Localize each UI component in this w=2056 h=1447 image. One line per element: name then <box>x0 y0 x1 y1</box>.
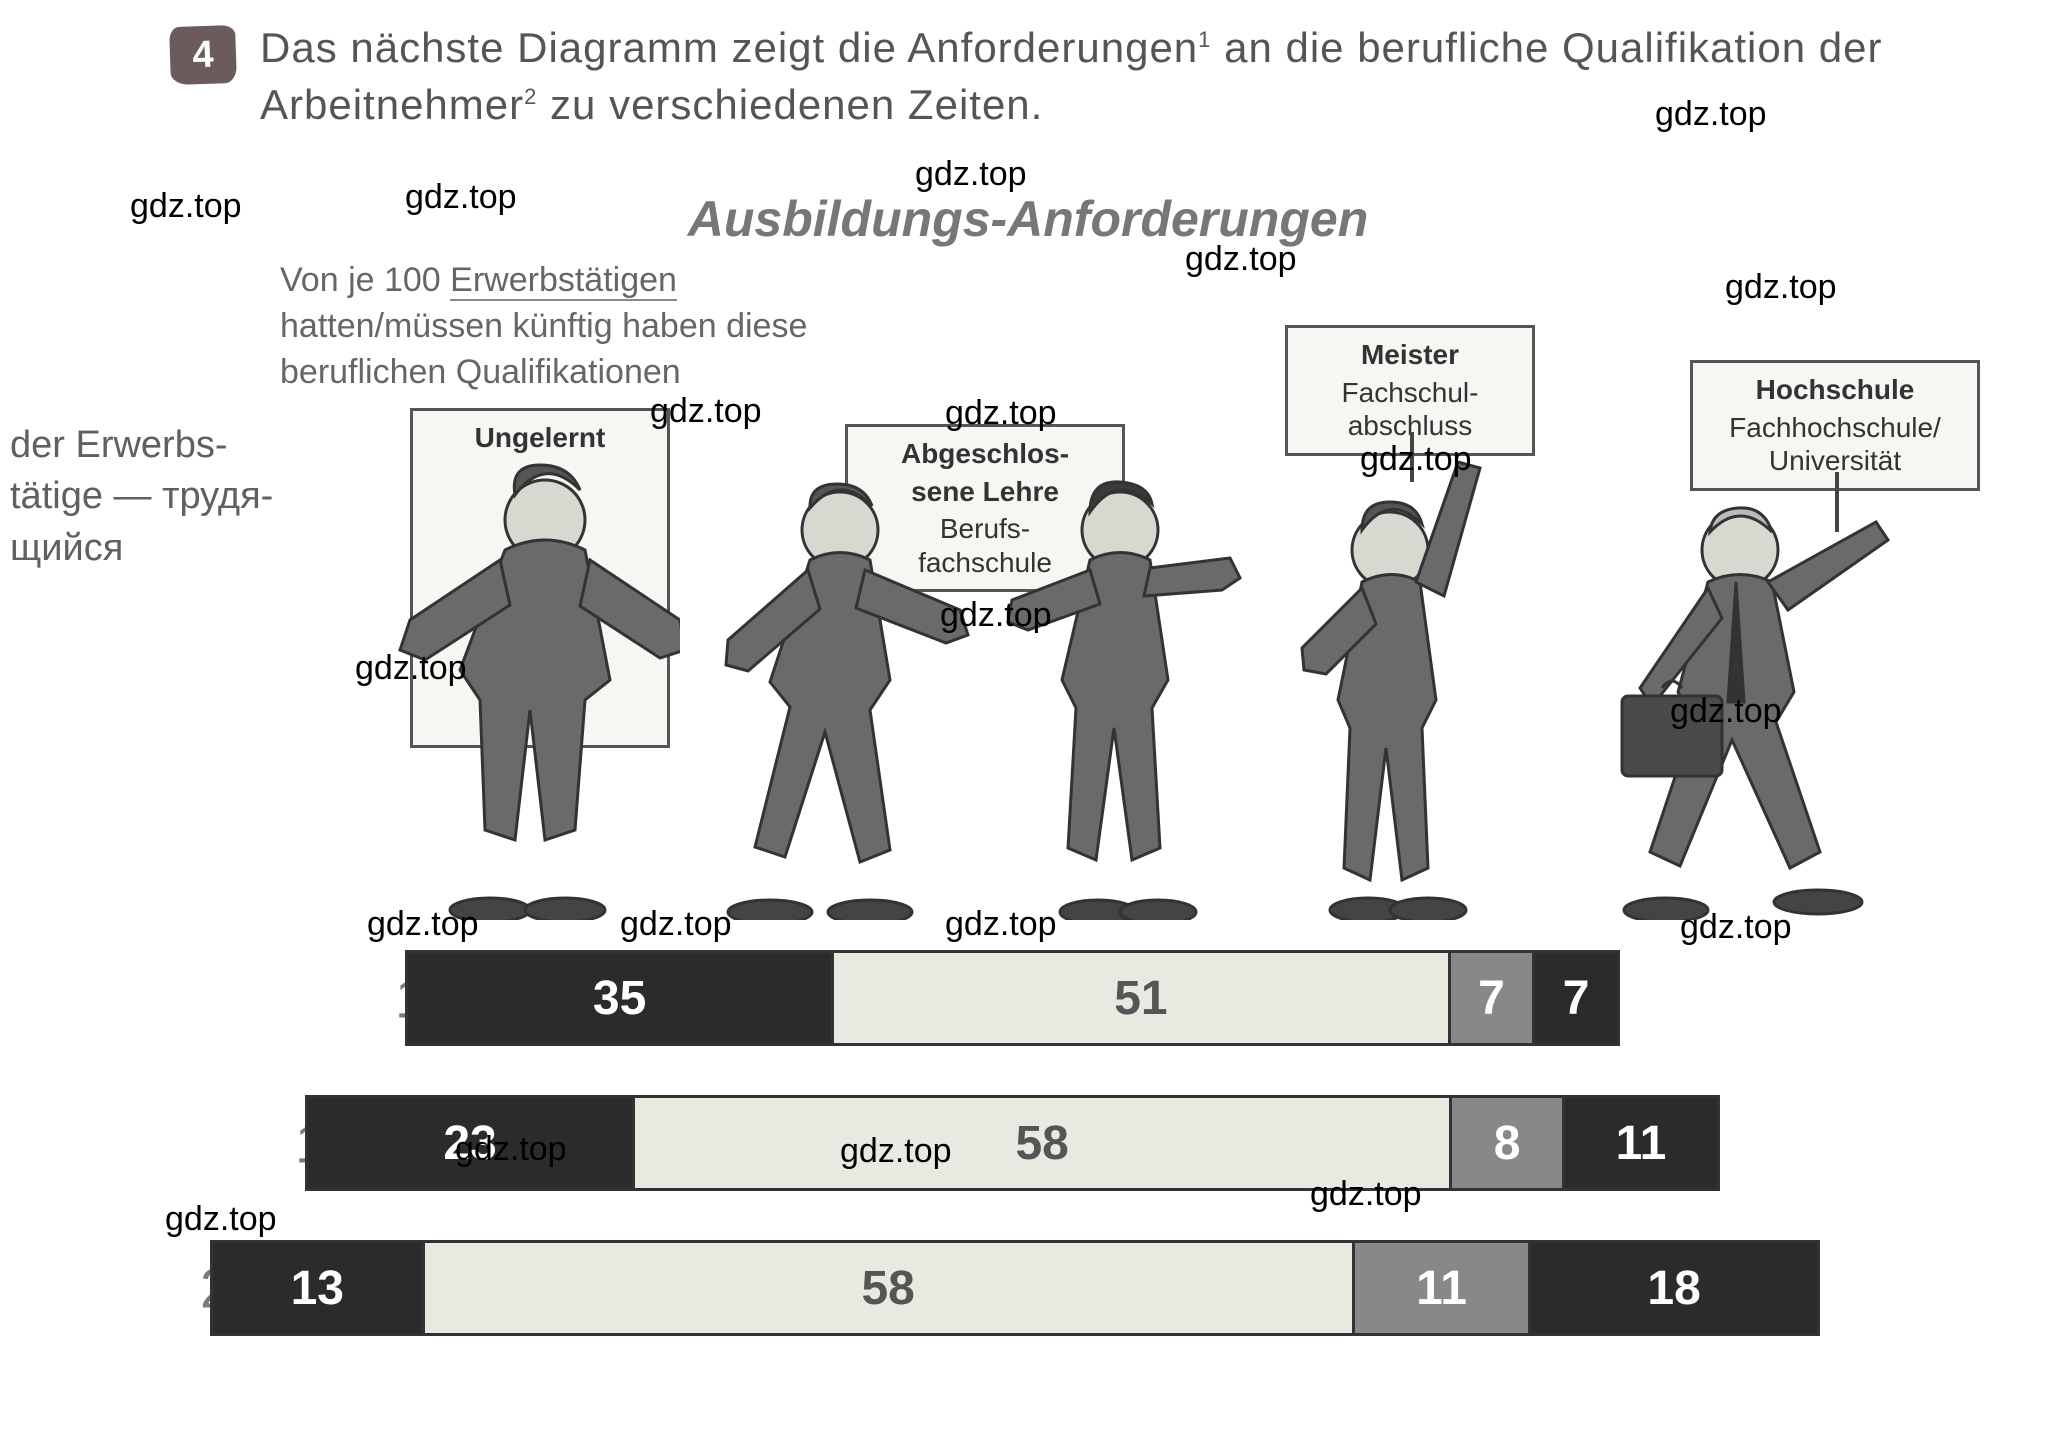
gloss-l1: der Erwerbs- <box>10 424 228 466</box>
sign-meister-sub1: Fachschul- <box>1342 377 1479 408</box>
person-ungelernt <box>340 440 680 920</box>
bar-segment: 11 <box>1562 1098 1717 1188</box>
bar-segment: 7 <box>1532 953 1617 1043</box>
bar-row: 19872358811 <box>305 1095 1720 1191</box>
bar-segment: 18 <box>1528 1243 1817 1333</box>
person-icon <box>340 440 680 920</box>
person-icon <box>1270 440 1550 920</box>
bar-segment: 8 <box>1449 1098 1562 1188</box>
bar-segment: 35 <box>408 953 831 1043</box>
person-lehre-1 <box>660 460 980 920</box>
bar-track: 2358811 <box>305 1095 1720 1191</box>
chart-title: Ausbildungs-Anforderungen <box>0 190 2056 248</box>
sign-meister-title: Meister <box>1302 338 1518 372</box>
watermark-text: gdz.top <box>915 155 1027 194</box>
sign-hoch-sub1: Fachhochschule/ <box>1729 412 1941 443</box>
instr-sup2: 2 <box>524 84 537 109</box>
figures-row: Ungelernt Abgeschlos- sene Lehre Berufs-… <box>370 400 2000 920</box>
bar-segment: 11 <box>1352 1243 1528 1333</box>
bar-row: 1976355177 <box>405 950 1620 1046</box>
bar-track: 355177 <box>405 950 1620 1046</box>
instr-sup1: 1 <box>1198 27 1211 52</box>
person-meister <box>1270 440 1550 920</box>
person-hochschule <box>1550 440 1930 920</box>
person-icon <box>1550 440 1930 920</box>
question-number-badge: 4 <box>169 25 237 85</box>
chart-subtitle: Von je 100 Erwerbstätigen hatten/müssen … <box>280 258 807 396</box>
bar-row: 201013581118 <box>210 1240 1820 1336</box>
bar-segment: 51 <box>831 953 1448 1043</box>
bar-segment: 23 <box>308 1098 632 1188</box>
person-icon <box>990 460 1270 920</box>
instruction-text: Das nächste Diagramm zeigt die Anforderu… <box>260 20 1960 133</box>
bar-segment: 7 <box>1448 953 1533 1043</box>
watermark-text: gdz.top <box>165 1200 277 1239</box>
gloss-l3: щийся <box>10 527 123 569</box>
watermark-text: gdz.top <box>1725 268 1837 307</box>
person-lehre-2 <box>990 460 1270 920</box>
bar-segment: 58 <box>632 1098 1449 1188</box>
subtitle-l2: hatten/müssen künftig haben diese <box>280 307 807 345</box>
subtitle-pre: Von je 100 <box>280 261 450 299</box>
bar-track: 13581118 <box>210 1240 1820 1336</box>
person-icon <box>660 460 980 920</box>
gloss-l2: tätige — трудя- <box>10 475 273 517</box>
bar-segment: 58 <box>422 1243 1352 1333</box>
glossary: der Erwerbs- tätige — трудя- щийся <box>10 420 280 574</box>
instr-part3: zu verschiedenen Zeiten. <box>537 81 1043 128</box>
instr-part1: Das nächste Diagramm zeigt die Anforderu… <box>260 24 1198 71</box>
sign-hochschule-title: Hochschule <box>1707 373 1963 407</box>
subtitle-underline: Erwerbstätigen <box>450 261 677 301</box>
bar-segment: 13 <box>213 1243 422 1333</box>
subtitle-l3: beruflichen Qualifikationen <box>280 353 681 391</box>
